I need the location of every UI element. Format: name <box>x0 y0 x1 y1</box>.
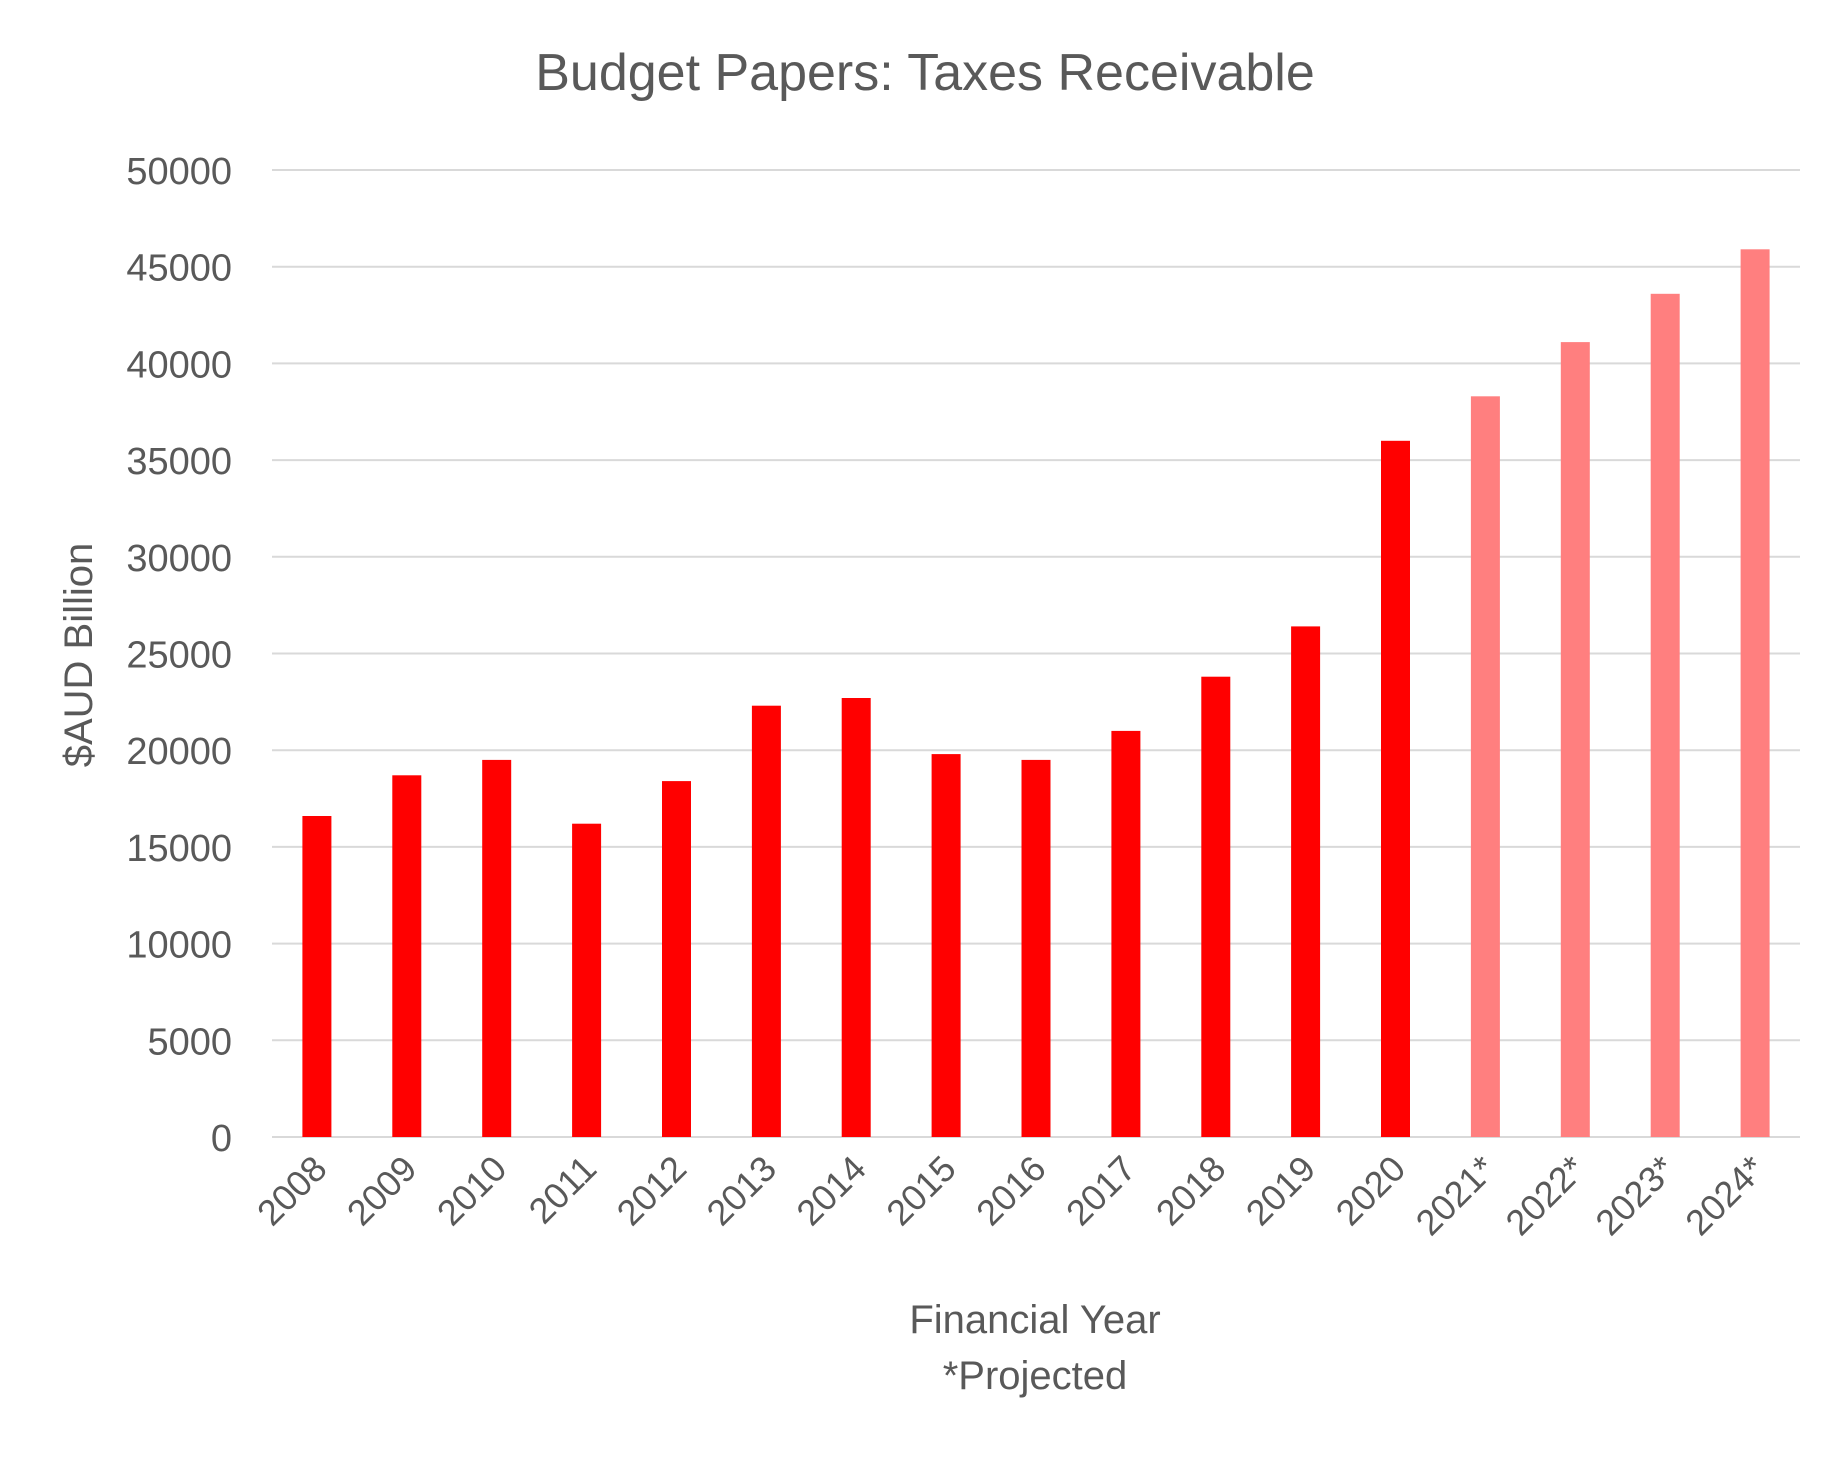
bar-2010 <box>482 759 512 1137</box>
x-tick-label: 2019 <box>1238 1148 1324 1234</box>
bar-2024-projected <box>1740 249 1770 1138</box>
chart-title: Budget Papers: Taxes Receivable <box>535 44 1315 102</box>
x-tick-label: 2023* <box>1587 1148 1683 1244</box>
bar-2020 <box>1381 440 1410 1137</box>
x-axis-label: Financial Year <box>909 1298 1160 1342</box>
x-tick-label: 2010 <box>429 1148 515 1234</box>
x-tick-label: 2017 <box>1058 1148 1144 1234</box>
y-tick-label: 45000 <box>126 248 232 290</box>
y-tick-label: 20000 <box>126 731 232 773</box>
bar-2013 <box>751 705 781 1137</box>
y-tick-labels: 0 5000 10000 15000 20000 25000 30000 35000 40000… <box>126 151 232 1160</box>
y-tick-label: 25000 <box>126 635 232 677</box>
y-tick-label: 0 <box>211 1118 232 1160</box>
bar-2017 <box>1111 730 1141 1137</box>
y-tick-label: 40000 <box>126 344 232 386</box>
bar-2008 <box>302 816 332 1137</box>
bars <box>302 249 1770 1138</box>
bar-2021-projected <box>1470 396 1500 1137</box>
x-tick-label: 2022* <box>1497 1148 1593 1244</box>
x-tick-label: 2013 <box>698 1148 784 1234</box>
x-tick-labels: 2008 2009 2010 2011 2012 2013 2014 2015 2016 2017… <box>249 1148 1773 1244</box>
x-axis-note: *Projected <box>943 1354 1128 1398</box>
x-tick-label: 2008 <box>249 1148 335 1234</box>
gridlines <box>272 169 1800 1138</box>
y-tick-label: 30000 <box>126 538 232 580</box>
x-tick-label: 2016 <box>968 1148 1054 1234</box>
bar-2016 <box>1021 759 1051 1137</box>
x-tick-label: 2020 <box>1328 1148 1414 1234</box>
x-tick-label: 2021* <box>1408 1148 1504 1244</box>
bar-2022-projected <box>1560 342 1590 1138</box>
bar-2023-projected <box>1650 293 1680 1137</box>
x-tick-label: 2009 <box>339 1148 425 1234</box>
bar-2018 <box>1201 676 1231 1137</box>
x-tick-label: 2014 <box>788 1148 874 1234</box>
y-axis-label: $AUD Billion <box>57 543 101 768</box>
bar-2019 <box>1291 626 1321 1137</box>
y-tick-label: 50000 <box>126 151 232 193</box>
x-tick-label: 2018 <box>1148 1148 1234 1234</box>
bar-2011 <box>572 823 602 1137</box>
y-tick-label: 35000 <box>126 441 232 483</box>
x-tick-label: 2024* <box>1677 1148 1773 1244</box>
x-tick-label: 2012 <box>609 1148 695 1234</box>
bar-2012 <box>662 781 691 1137</box>
y-tick-label: 10000 <box>126 925 232 967</box>
bar-2015 <box>931 754 961 1137</box>
bar-2014 <box>841 698 871 1137</box>
y-tick-label: 15000 <box>126 828 232 870</box>
y-tick-label: 5000 <box>147 1021 232 1063</box>
x-tick-label: 2015 <box>878 1148 964 1234</box>
x-tick-label: 2011 <box>521 1148 605 1232</box>
bar-2009 <box>392 775 422 1137</box>
